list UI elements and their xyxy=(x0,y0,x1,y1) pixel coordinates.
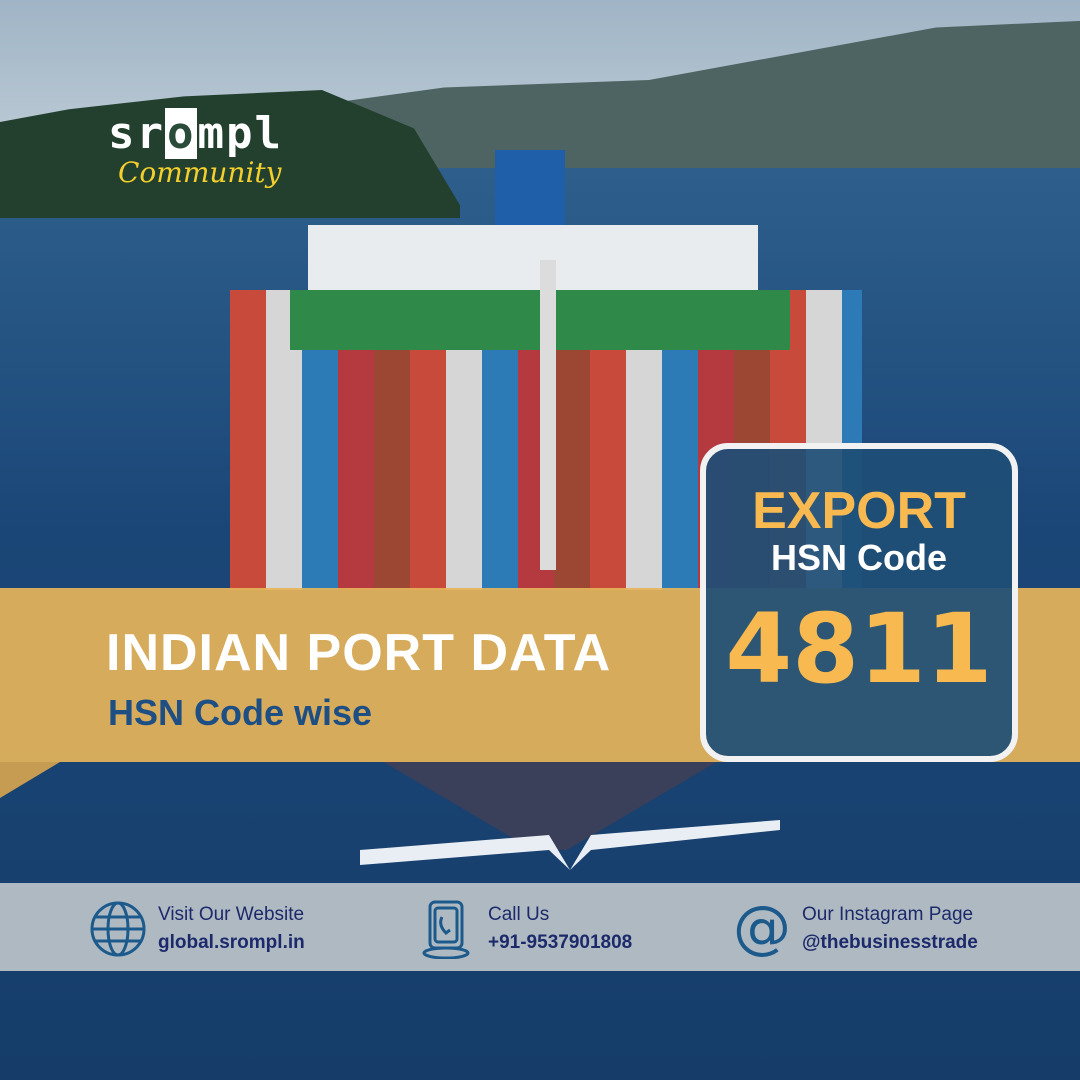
ship-mast xyxy=(540,260,556,570)
logo: srompl Community xyxy=(108,108,283,189)
hsn-code-value: 4811 xyxy=(725,593,993,705)
banner-title: INDIAN PORT DATA xyxy=(106,624,612,682)
ship-bridge xyxy=(308,225,758,290)
logo-tagline: Community xyxy=(118,156,282,189)
hsn-code-label: HSN Code xyxy=(770,537,947,578)
banner-subtitle: HSN Code wise xyxy=(108,692,373,733)
website-contact[interactable]: Visit Our Website global.srompl.in xyxy=(88,899,305,959)
globe-icon xyxy=(90,901,146,957)
ship-funnel xyxy=(495,150,565,230)
hsn-code-box: EXPORT HSN Code 4811 xyxy=(700,443,1018,762)
logo-brand: srompl xyxy=(108,108,283,159)
phone-label: Call Us xyxy=(488,904,550,925)
phone-contact[interactable]: Call Us +91-9537901808 xyxy=(418,899,632,959)
svg-text:@: @ xyxy=(733,899,791,959)
phone-icon xyxy=(422,900,470,959)
website-label: Visit Our Website xyxy=(158,904,305,925)
instagram-contact[interactable]: @ Our Instagram Page @thebusinesstrade xyxy=(732,899,978,959)
at-icon: @ xyxy=(733,899,791,959)
contact-footer: Visit Our Website global.srompl.in Call U… xyxy=(0,883,1080,971)
instagram-handle[interactable]: @thebusinesstrade xyxy=(802,932,978,953)
instagram-label: Our Instagram Page xyxy=(802,904,974,925)
phone-number[interactable]: +91-9537901808 xyxy=(488,932,633,953)
export-label: EXPORT xyxy=(752,482,966,540)
website-link[interactable]: global.srompl.in xyxy=(158,932,305,953)
